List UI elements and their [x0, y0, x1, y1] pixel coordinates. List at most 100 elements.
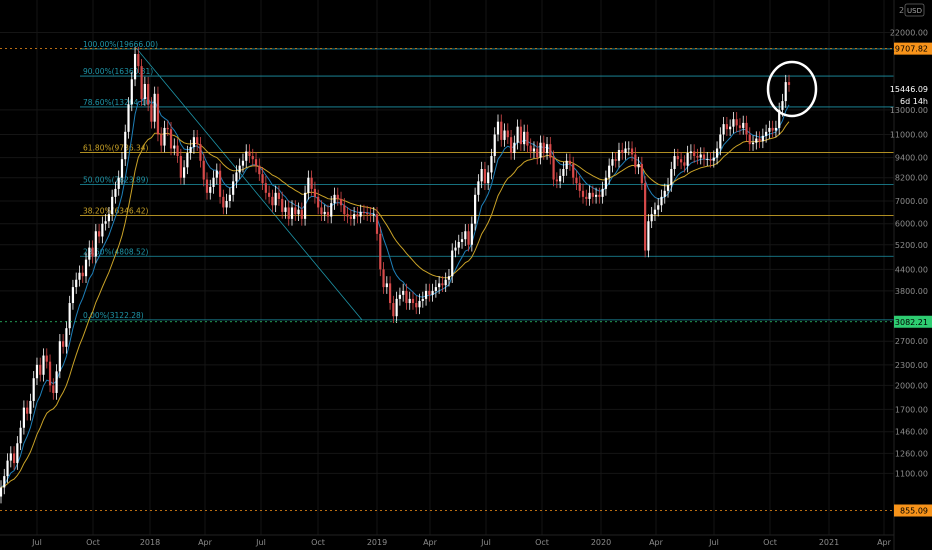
- grid-lines: [0, 0, 894, 535]
- candle-body: [326, 211, 330, 217]
- fibonacci-retracement: 100.00%(19666.00) 90.00%(16360.31) 78.60%(…: [80, 40, 894, 321]
- candle-body: [388, 283, 392, 304]
- candle-body: [516, 126, 519, 143]
- top-tick-partial: 2: [899, 6, 904, 15]
- candle-body: [774, 127, 778, 131]
- price-tick-label: 1260.00: [895, 449, 928, 458]
- candle-body: [706, 159, 709, 160]
- candle-body: [160, 134, 163, 146]
- time-tick-label: Oct: [311, 538, 325, 547]
- candle-body: [209, 186, 212, 193]
- candle-body: [447, 276, 451, 280]
- candle-body: [470, 223, 473, 245]
- candle-body: [438, 283, 441, 288]
- currency-badge[interactable]: [904, 3, 925, 17]
- candle-body: [490, 156, 493, 173]
- price-tick-label: 1460.00: [895, 428, 928, 437]
- candle-body: [104, 221, 107, 224]
- candle-body: [317, 196, 320, 208]
- candle-body: [500, 121, 503, 140]
- candle-body: [268, 192, 271, 197]
- candle-body: [62, 341, 65, 347]
- moving-average-fast-line: [0, 96, 790, 488]
- fib-level-label: 61.80%(9736.34): [83, 143, 149, 152]
- candle-body: [536, 148, 539, 158]
- candle-body: [751, 142, 755, 145]
- candle-body: [101, 223, 104, 237]
- candle-body: [114, 188, 117, 197]
- candle-body: [581, 190, 585, 197]
- candle-body: [277, 192, 281, 199]
- candle-body: [771, 127, 774, 131]
- candle-body: [228, 194, 231, 202]
- candle-body: [258, 165, 261, 175]
- candle-body: [379, 233, 382, 270]
- candle-body: [493, 134, 496, 157]
- candle-body: [189, 147, 192, 153]
- candle-body: [339, 198, 343, 206]
- candle-body: [755, 138, 758, 143]
- price-tick-label: 2000.00: [895, 381, 928, 390]
- candle-body: [133, 54, 137, 80]
- moving-average-slow-line: [0, 121, 790, 488]
- candle-body: [513, 142, 516, 153]
- time-axis[interactable]: Jul Oct 2018 Apr Jul Oct 2019 Apr Jul Oct 2020 Apr J…: [31, 538, 891, 547]
- candle-body: [627, 148, 630, 150]
- candle-body: [225, 201, 228, 208]
- candle-body: [9, 453, 12, 461]
- candle-body: [29, 400, 32, 414]
- candle-body: [621, 149, 624, 153]
- time-tick-label: 2021: [819, 538, 839, 547]
- candle-body: [84, 259, 88, 277]
- price-axis[interactable]: 1100.00 1260.00 1460.00 1700.00 2000.00 2300.…: [890, 28, 928, 478]
- candle-body: [405, 290, 408, 304]
- candle-body: [765, 131, 768, 136]
- candle-body: [392, 303, 395, 317]
- candle-body: [758, 138, 761, 142]
- candle-body: [143, 83, 146, 99]
- candle-body: [742, 122, 745, 128]
- candle-body: [415, 303, 418, 308]
- current-price-label: 15446.09: [890, 85, 928, 94]
- candle-body: [349, 216, 352, 219]
- candle-body: [666, 185, 670, 191]
- candle-body: [421, 298, 424, 301]
- candle-body: [156, 93, 160, 135]
- candle-body: [647, 221, 650, 251]
- candle-body: [261, 174, 264, 184]
- candle-body: [137, 54, 140, 67]
- candle-body: [653, 209, 657, 215]
- candle-body: [663, 190, 666, 197]
- candle-body: [245, 151, 248, 161]
- candle-body: [192, 137, 196, 148]
- candle-body: [787, 82, 791, 85]
- candle-body: [480, 168, 483, 182]
- candle-body: [657, 205, 660, 210]
- price-tag-box: [894, 42, 932, 55]
- candle-body: [107, 214, 111, 222]
- candle-body: [683, 162, 686, 166]
- candle-body: [460, 239, 464, 242]
- candle-body: [183, 167, 186, 178]
- time-tick-label: Apr: [877, 538, 892, 547]
- candle-body: [281, 198, 284, 212]
- time-tick-label: Jul: [480, 538, 491, 547]
- candle-body: [205, 179, 209, 193]
- candle-body: [254, 159, 258, 166]
- candle-body: [696, 156, 699, 158]
- candle-body: [454, 247, 457, 251]
- candle-body: [297, 209, 300, 215]
- fib-level-label: 78.60%(13264.10): [83, 98, 153, 107]
- candle-body: [434, 287, 437, 291]
- candle-body: [778, 109, 781, 128]
- candle-body: [474, 194, 477, 224]
- candle-body: [323, 211, 326, 215]
- candle-body: [97, 231, 101, 237]
- candle-body: [251, 156, 254, 160]
- time-tick-label: Jul: [31, 538, 42, 547]
- candle-body: [719, 134, 722, 149]
- current-price-tag: [894, 83, 932, 95]
- candle-body: [634, 154, 637, 168]
